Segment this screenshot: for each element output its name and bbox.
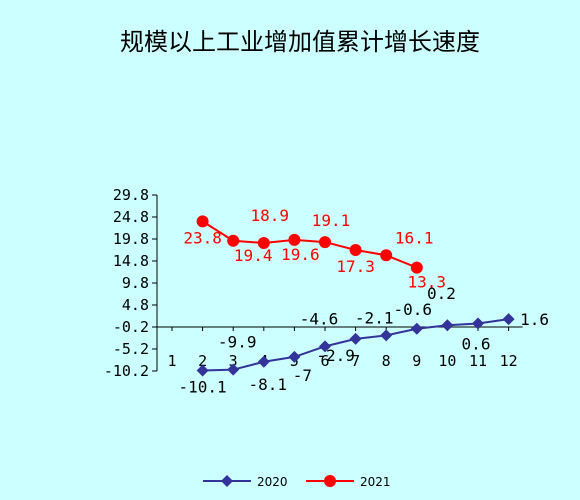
x-tick-label: 7 <box>351 352 360 370</box>
series-2021-point <box>319 236 331 249</box>
data-label: 19.6 <box>281 245 320 264</box>
chart-title: 规模以上工业增加值累计增长速度 <box>120 28 480 56</box>
series-2020-point <box>319 340 331 353</box>
y-tick-label: 29.8 <box>113 186 149 204</box>
data-label: -9.9 <box>218 333 257 352</box>
series-2020-point <box>349 332 362 345</box>
x-tick-label: 3 <box>229 352 238 370</box>
x-tick-label: 6 <box>320 352 329 370</box>
series-2021-point <box>288 233 301 246</box>
series-2020: -10.1 -9.9 -8.1 -7 -4.6 -2.9-2.1 -0.60.2 0.6 1.6 <box>179 284 550 396</box>
series-2021-point <box>410 261 423 274</box>
data-label: 18.9 <box>251 206 290 225</box>
series-2020-point <box>257 355 270 368</box>
series-2020-point <box>472 317 484 330</box>
series-2020-point <box>380 329 393 342</box>
y-tick-label: 4.8 <box>122 296 149 314</box>
data-label: 23.8 <box>183 228 222 247</box>
series-2020-point <box>410 322 423 335</box>
x-tick-label: 11 <box>469 352 487 370</box>
series-2021-point <box>196 215 209 228</box>
data-label: 17.3 <box>336 257 375 276</box>
y-tick-label: 24.8 <box>113 208 149 226</box>
x-tick-label: 10 <box>438 352 456 370</box>
x-tick-label: 2 <box>198 352 207 370</box>
y-tick-label: -10.2 <box>104 362 149 380</box>
y-tick-label: -0.2 <box>113 318 149 336</box>
data-label: 1.6 <box>520 310 549 329</box>
series-2021-point <box>324 475 336 487</box>
data-label: 19.1 <box>312 211 351 230</box>
data-label: -4.6 <box>300 309 339 328</box>
x-tick-label: 8 <box>382 352 391 370</box>
legend-label-2021: 2021 <box>360 475 391 489</box>
series-2020-point <box>221 475 233 487</box>
series-2021-point <box>227 234 240 247</box>
legend-label-2020: 2020 <box>257 475 288 489</box>
y-tick-label: 14.8 <box>113 252 149 270</box>
data-label: -0.6 <box>394 300 433 319</box>
data-label: 0.6 <box>462 334 491 353</box>
data-label: -7 <box>293 366 312 385</box>
data-label: 19.4 <box>234 246 273 265</box>
data-label: 0.2 <box>427 284 456 303</box>
data-label: -8.1 <box>249 375 288 394</box>
series-2020-point <box>196 364 209 377</box>
x-tick-label: 12 <box>500 352 518 370</box>
series-2021: 23.8 19.4 18.9 19.6 19.1 17.3 16.1 13.3 <box>183 206 446 292</box>
data-label: -2.1 <box>355 308 394 327</box>
y-tick-label: 19.8 <box>113 230 149 248</box>
series-2020-point <box>227 363 240 376</box>
data-label: -2.9 <box>316 346 355 365</box>
y-tick-label: 9.8 <box>122 274 149 292</box>
y-tick-label: -5.2 <box>113 340 149 358</box>
series-2020-point <box>441 319 454 332</box>
series-2020-point <box>502 313 515 326</box>
x-tick-label: 1 <box>167 352 176 370</box>
series-2021-point <box>349 244 362 256</box>
series-2021-point <box>380 249 393 262</box>
data-label: -10.1 <box>179 378 227 397</box>
x-tick-label: 9 <box>412 352 421 370</box>
series-2020-point <box>288 350 301 363</box>
axes: 29.824.819.814.89.84.8-0.2-5.2-10.212345… <box>104 186 523 380</box>
series-2021-point <box>257 236 270 249</box>
data-label: 16.1 <box>395 228 434 247</box>
legend: 2020 2021 <box>203 475 391 489</box>
data-label: 13.3 <box>408 273 447 292</box>
